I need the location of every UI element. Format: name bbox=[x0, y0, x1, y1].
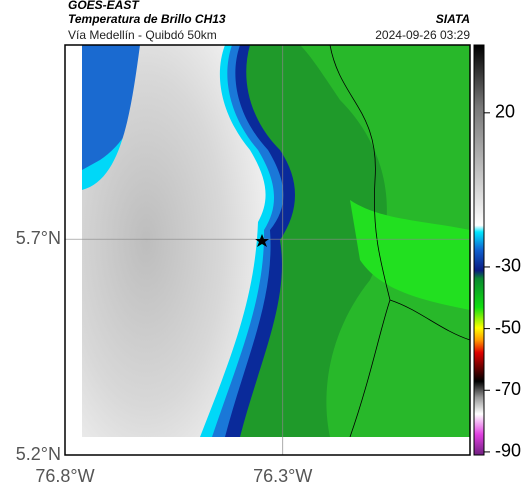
source: SIATA bbox=[436, 12, 470, 26]
colorbar-tick-label: 20 bbox=[495, 102, 515, 122]
y-tick-label: 5.7°N bbox=[16, 228, 61, 248]
colorbar bbox=[473, 44, 485, 456]
title: GOES-EAST bbox=[68, 0, 140, 12]
timestamp: 2024-09-26 03:29 bbox=[375, 28, 470, 42]
route: Vía Medellín - Quibdó 50km bbox=[68, 28, 217, 42]
satellite-image bbox=[65, 44, 471, 455]
subtitle: Temperatura de Brillo CH13 bbox=[68, 12, 226, 26]
colorbar-tick-label: -30 bbox=[495, 256, 521, 276]
location-marker bbox=[255, 234, 269, 247]
x-tick-label: 76.3°W bbox=[253, 466, 312, 486]
x-tick-label: 76.8°W bbox=[35, 466, 94, 486]
map-frame bbox=[64, 44, 471, 456]
colorbar-tick-label: -90 bbox=[495, 441, 521, 461]
colorbar-tick-label: -50 bbox=[495, 317, 521, 337]
y-tick-label: 5.2°N bbox=[16, 444, 61, 464]
colorbar-tick-label: -70 bbox=[495, 379, 521, 399]
